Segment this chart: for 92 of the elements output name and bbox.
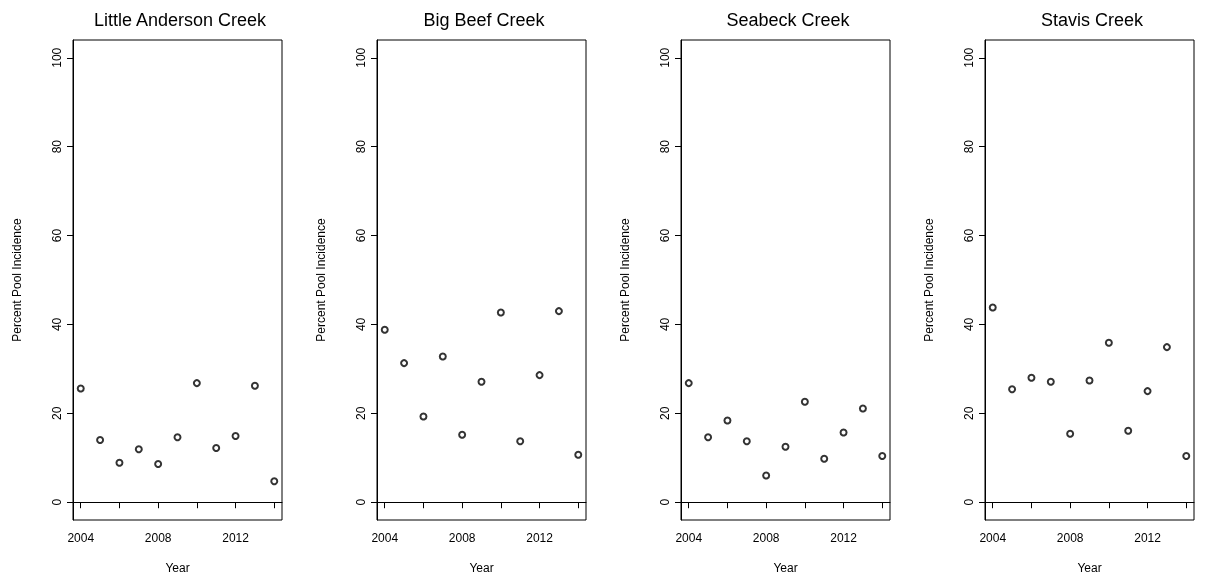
- y-tick-label: 100: [50, 47, 64, 68]
- y-tick-label: 20: [50, 406, 64, 421]
- y-tick-label: 60: [50, 228, 64, 243]
- point: [781, 442, 790, 451]
- y-tick-label: 80: [658, 139, 672, 154]
- point: [742, 437, 751, 446]
- x-axis-title: Year: [773, 561, 798, 575]
- point: [231, 432, 240, 440]
- point: [250, 381, 259, 390]
- y-tick-label: 0: [658, 498, 672, 506]
- x-axis-title: Year: [469, 561, 494, 575]
- point: [496, 308, 505, 317]
- point: [1162, 343, 1171, 352]
- point: [96, 436, 105, 444]
- point: [684, 379, 693, 388]
- point: [723, 416, 732, 425]
- y-tick-label: 0: [962, 498, 976, 506]
- x-tick-label: 2008: [1056, 531, 1084, 545]
- y-tick-label: 80: [962, 139, 976, 154]
- point: [704, 433, 713, 442]
- chart-title: Seabeck Creek: [726, 10, 851, 30]
- point: [477, 377, 486, 386]
- point: [858, 404, 867, 413]
- x-tick-label: 2008: [448, 531, 476, 545]
- point: [1046, 377, 1055, 386]
- point: [380, 325, 389, 334]
- y-tick-label: 60: [962, 228, 976, 243]
- x-tick-label: 2008: [752, 531, 780, 545]
- x-tick-label: 2004: [371, 531, 399, 545]
- chart-title: Little Anderson Creek: [93, 10, 268, 30]
- x-tick-label: 2004: [67, 531, 95, 545]
- y-tick-label: 100: [962, 47, 976, 68]
- point: [1008, 385, 1017, 394]
- chart-title: Big Beef Creek: [423, 10, 546, 30]
- y-axis-title: Percent Pool Incidence: [922, 217, 936, 342]
- y-axis-title: Percent Pool Incidence: [314, 217, 328, 342]
- y-axis-title: Percent Pool Incidence: [10, 217, 24, 342]
- y-tick-label: 40: [962, 317, 976, 332]
- y-tick-label: 60: [658, 228, 672, 243]
- point: [1104, 338, 1113, 347]
- x-tick-label: 2012: [830, 531, 858, 545]
- point: [154, 460, 163, 468]
- y-tick-label: 80: [50, 139, 64, 154]
- point: [192, 379, 201, 388]
- y-tick-label: 40: [50, 317, 64, 332]
- x-tick-label: 2008: [144, 531, 172, 545]
- point: [270, 477, 279, 486]
- point: [115, 458, 124, 467]
- point: [400, 359, 409, 368]
- x-tick-label: 2004: [675, 531, 703, 545]
- y-tick-label: 0: [50, 498, 64, 506]
- point: [1182, 452, 1191, 460]
- y-tick-label: 80: [354, 139, 368, 154]
- y-tick-label: 20: [354, 406, 368, 421]
- y-tick-label: 100: [658, 47, 672, 68]
- y-tick-label: 40: [658, 317, 672, 332]
- point: [516, 437, 525, 446]
- point: [800, 397, 809, 406]
- point: [212, 444, 221, 452]
- point: [173, 433, 182, 442]
- point: [458, 430, 467, 439]
- point: [988, 303, 997, 312]
- point: [554, 307, 563, 316]
- y-axis-title: Percent Pool Incidence: [618, 217, 632, 342]
- y-tick-label: 20: [962, 406, 976, 421]
- point: [438, 352, 447, 361]
- x-tick-label: 2012: [1134, 531, 1162, 545]
- point: [419, 412, 428, 421]
- point: [820, 454, 829, 463]
- x-axis-title: Year: [1077, 561, 1102, 575]
- point: [1124, 426, 1133, 435]
- point: [535, 371, 544, 380]
- point: [76, 384, 85, 393]
- x-axis-title: Year: [165, 561, 190, 575]
- x-tick-label: 2012: [526, 531, 554, 545]
- y-tick-label: 40: [354, 317, 368, 332]
- y-tick-label: 20: [658, 406, 672, 421]
- point: [1085, 376, 1094, 385]
- point: [574, 450, 583, 459]
- x-tick-label: 2004: [979, 531, 1007, 545]
- point: [134, 445, 143, 454]
- point: [1143, 387, 1152, 396]
- point: [1066, 429, 1075, 438]
- point: [762, 471, 771, 480]
- point: [878, 452, 887, 460]
- point: [839, 428, 848, 437]
- x-tick-label: 2012: [222, 531, 250, 545]
- chart-title: Stavis Creek: [1040, 10, 1145, 30]
- point: [1027, 373, 1036, 382]
- y-tick-label: 60: [354, 228, 368, 243]
- y-tick-label: 0: [354, 498, 368, 506]
- y-tick-label: 100: [354, 47, 368, 68]
